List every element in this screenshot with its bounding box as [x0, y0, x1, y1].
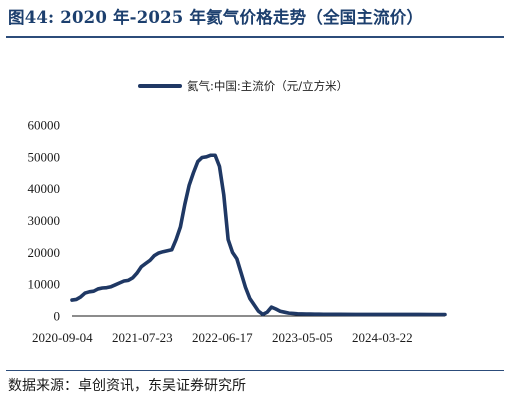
y-tick-label: 50000: [28, 149, 61, 164]
chart-series: [70, 153, 447, 317]
legend-label: 氦气:中国:主流价（元/立方米）: [187, 79, 348, 93]
series-line-helium-price: [70, 153, 447, 317]
x-tick-label: 2024-03-22: [352, 330, 413, 345]
source-rule: [6, 370, 504, 371]
y-tick-label: 20000: [28, 245, 61, 260]
x-tick-label: 2023-05-05: [272, 330, 333, 345]
chart-axes: 0 10000 20000 30000 40000 50000 60000 2020-09-0…: [28, 118, 445, 345]
x-tick-label: 2021-07-23: [112, 330, 173, 345]
helium-price-line-chart: 氦气:中国:主流价（元/立方米） 0 10000 20000 30000 40000 50…: [28, 79, 447, 345]
y-tick-label: 40000: [28, 181, 61, 196]
figure-title: 图44: 2020 年-2025 年氦气价格走势（全国主流价）: [8, 8, 424, 27]
y-tick-label: 0: [54, 309, 61, 324]
chart-legend: 氦气:中国:主流价（元/立方米）: [138, 79, 348, 93]
y-tick-label: 10000: [28, 277, 61, 292]
x-tick-label: 2020-09-04: [32, 330, 93, 345]
data-source: 数据来源：卓创资讯，东吴证券研究所: [8, 378, 246, 394]
title-rule: [6, 36, 504, 38]
x-tick-label: 2022-06-17: [192, 330, 253, 345]
y-tick-label: 30000: [28, 213, 61, 228]
y-tick-label: 60000: [28, 118, 61, 133]
